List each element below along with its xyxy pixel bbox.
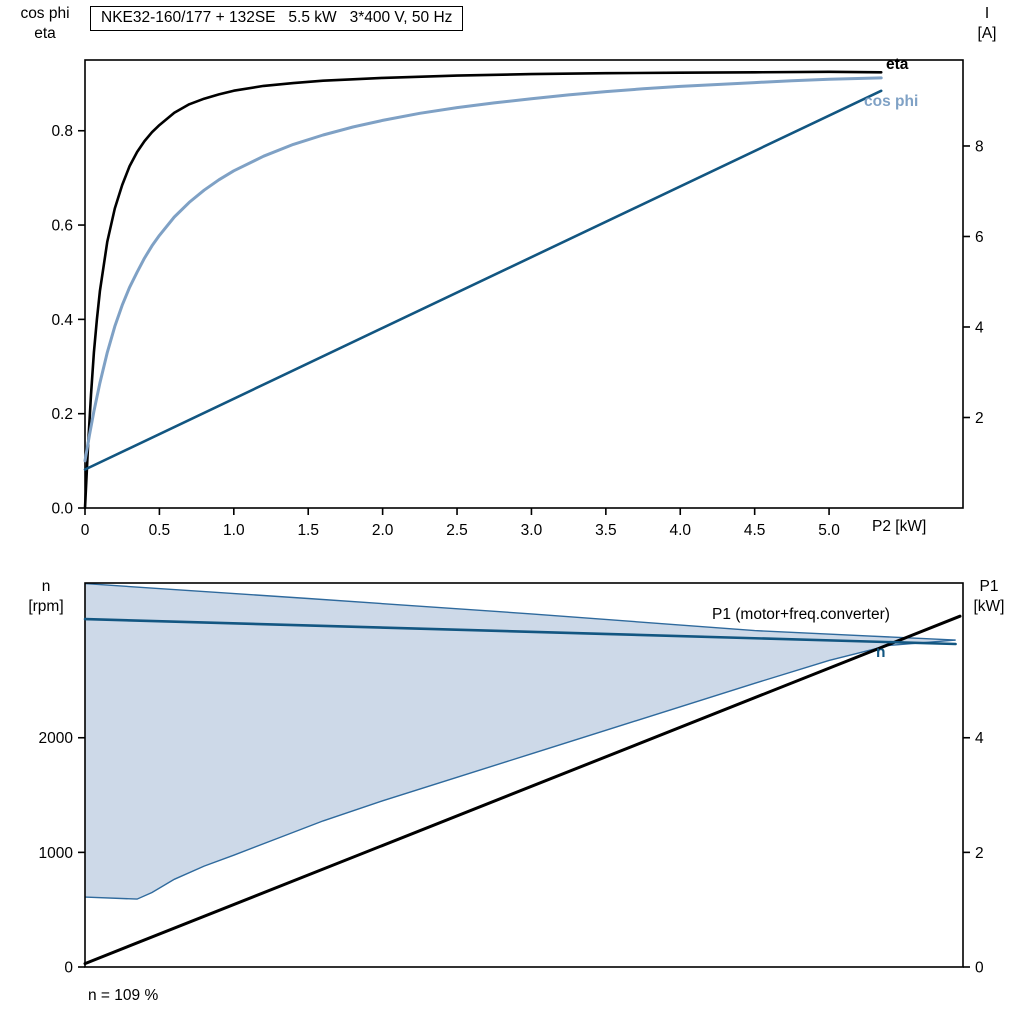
- n-series-label: n: [876, 644, 886, 661]
- axis-label-n: n: [41, 578, 51, 595]
- x-tick-label: 3.0: [521, 522, 543, 539]
- left-tick-label: 0.6: [51, 218, 73, 235]
- x-tick-label: 5.0: [818, 522, 840, 539]
- x-tick-label: 0: [81, 522, 90, 539]
- right-tick-label: 8: [975, 138, 984, 155]
- series-cos-phi: [83, 76, 883, 463]
- axis-label-n-unit: [rpm]: [28, 598, 64, 615]
- x-tick-label: 4.5: [744, 522, 766, 539]
- series-p1-motor-freq-converter-: [83, 614, 962, 966]
- left-tick-label: 2000: [39, 730, 74, 747]
- bottom-right-axis-label: P1 [kW]: [958, 577, 1020, 617]
- speed-annotation: n = 109 %: [88, 987, 159, 1004]
- plot-frame: [84, 582, 964, 968]
- x-tick-label: 1.5: [297, 522, 319, 539]
- left-tick-label: 0.0: [51, 501, 73, 518]
- axis-label-p1-unit: [kW]: [973, 598, 1005, 615]
- series-n: [83, 617, 957, 646]
- right-tick-label: 6: [975, 229, 984, 246]
- cosphi-series-label: cos phi: [864, 93, 919, 110]
- left-tick-label: 1000: [39, 845, 74, 862]
- speed-range-area: [85, 583, 956, 900]
- x-tick-label: 2.0: [372, 522, 394, 539]
- plot-frame: [84, 59, 964, 509]
- axis-label-eta: eta: [34, 25, 56, 42]
- left-tick-label: 0.4: [51, 312, 73, 329]
- x-tick-label: 3.5: [595, 522, 617, 539]
- right-tick-label: 4: [975, 730, 984, 747]
- x-axis-label: P2 [kW]: [872, 518, 927, 535]
- series-eta: [83, 70, 883, 510]
- right-tick-label: 0: [975, 960, 984, 977]
- eta-series-label: eta: [886, 56, 909, 73]
- top-right-axis-label: I [A]: [956, 4, 1018, 44]
- x-tick-label: 1.0: [223, 522, 245, 539]
- axis-label-p1: P1: [979, 578, 999, 595]
- p1-series-label: P1 (motor+freq.converter): [712, 606, 890, 623]
- axis-label-current: I: [984, 5, 990, 22]
- left-tick-label: 0: [64, 960, 73, 977]
- axis-label-cosphi: cos phi: [20, 5, 70, 22]
- left-tick-label: 0.2: [51, 406, 73, 423]
- x-tick-label: 4.0: [669, 522, 691, 539]
- left-tick-label: 0.8: [51, 123, 73, 140]
- right-tick-label: 2: [975, 410, 984, 427]
- axis-label-current-unit: [A]: [977, 25, 997, 42]
- right-tick-label: 2: [975, 845, 984, 862]
- bottom-left-axis-label: n [rpm]: [10, 577, 82, 617]
- speed-range-lower-bound: [84, 639, 956, 900]
- top-left-axis-label: cos phi eta: [6, 4, 84, 44]
- x-tick-label: 2.5: [446, 522, 468, 539]
- x-tick-label: 0.5: [149, 522, 171, 539]
- series-i: [83, 89, 883, 471]
- chart-title: NKE32-160/177 + 132SE 5.5 kW 3*400 V, 50…: [90, 6, 464, 31]
- right-tick-label: 4: [975, 319, 984, 336]
- speed-range-upper-bound: [84, 582, 956, 641]
